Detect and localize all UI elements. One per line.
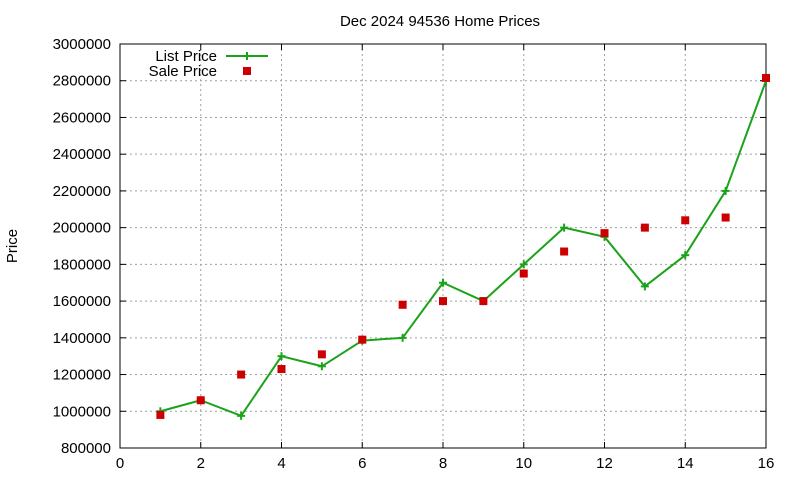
chart-title: Dec 2024 94536 Home Prices [340, 13, 540, 30]
sale-price-point [237, 370, 246, 379]
sale-price-point [277, 365, 286, 374]
list-price-point [681, 251, 690, 260]
sale-price-point [560, 247, 569, 256]
x-tick-label: 10 [515, 455, 532, 472]
sale-price-point [762, 73, 770, 82]
list-price-point [277, 352, 286, 361]
sale-price-point [317, 350, 326, 359]
list-price-point [439, 278, 447, 287]
y-tick-label: 2800000 [53, 73, 111, 90]
x-tick-label: 16 [758, 455, 775, 472]
y-tick-label: 1400000 [53, 330, 111, 347]
list-price-point [560, 223, 569, 232]
axis-ticks: 0 2 4 6 8 10 12 14 16 800000 1000000 1200000 1400000… [53, 36, 775, 472]
x-tick-label: 4 [277, 455, 285, 472]
y-tick-label: 1200000 [53, 367, 111, 384]
list-price-point [721, 186, 730, 195]
sale-price-point [358, 335, 367, 344]
x-tick-label: 12 [596, 455, 613, 472]
x-tick-label: 2 [197, 455, 205, 472]
list-price-point [317, 362, 326, 371]
y-tick-label: 1600000 [53, 293, 111, 310]
list-price-point [237, 411, 246, 420]
legend-label-sale-price: Sale Price [149, 63, 217, 80]
sale-price-point [519, 269, 528, 278]
list-price-point [398, 333, 407, 342]
x-tick-label: 14 [677, 455, 694, 472]
x-tick-label: 0 [116, 455, 124, 472]
sale-price-point [398, 300, 407, 309]
sale-price-point [600, 229, 609, 238]
sale-price-point [196, 396, 205, 405]
sale-price-point [640, 223, 649, 232]
y-tick-label: 1000000 [53, 403, 111, 420]
x-tick-label: 8 [439, 455, 447, 472]
legend-label-list-price: List Price [155, 48, 217, 65]
y-tick-label: 3000000 [53, 36, 111, 53]
grid [120, 44, 766, 448]
y-tick-label: 2000000 [53, 220, 111, 237]
sale-price-point [681, 216, 690, 225]
x-tick-label: 6 [358, 455, 366, 472]
y-axis-label: Price [4, 229, 21, 263]
legend-marker-list-price [243, 52, 251, 60]
legend: List Price Sale Price [149, 48, 268, 80]
series-layer [156, 73, 770, 420]
sale-price-point [479, 297, 488, 306]
y-tick-label: 2400000 [53, 146, 111, 163]
sale-price-point [156, 410, 165, 419]
y-tick-label: 2600000 [53, 109, 111, 126]
y-tick-label: 1800000 [53, 256, 111, 273]
list-price-point [640, 282, 649, 291]
sale-price-point [721, 213, 730, 222]
legend-swatch-sale-price [243, 67, 251, 75]
list-price-point [519, 260, 528, 269]
y-tick-label: 2200000 [53, 183, 111, 200]
sale-price-point [439, 297, 447, 306]
series-sale-price [156, 73, 770, 419]
list-price-line [160, 80, 767, 417]
y-tick-label: 800000 [61, 440, 111, 457]
